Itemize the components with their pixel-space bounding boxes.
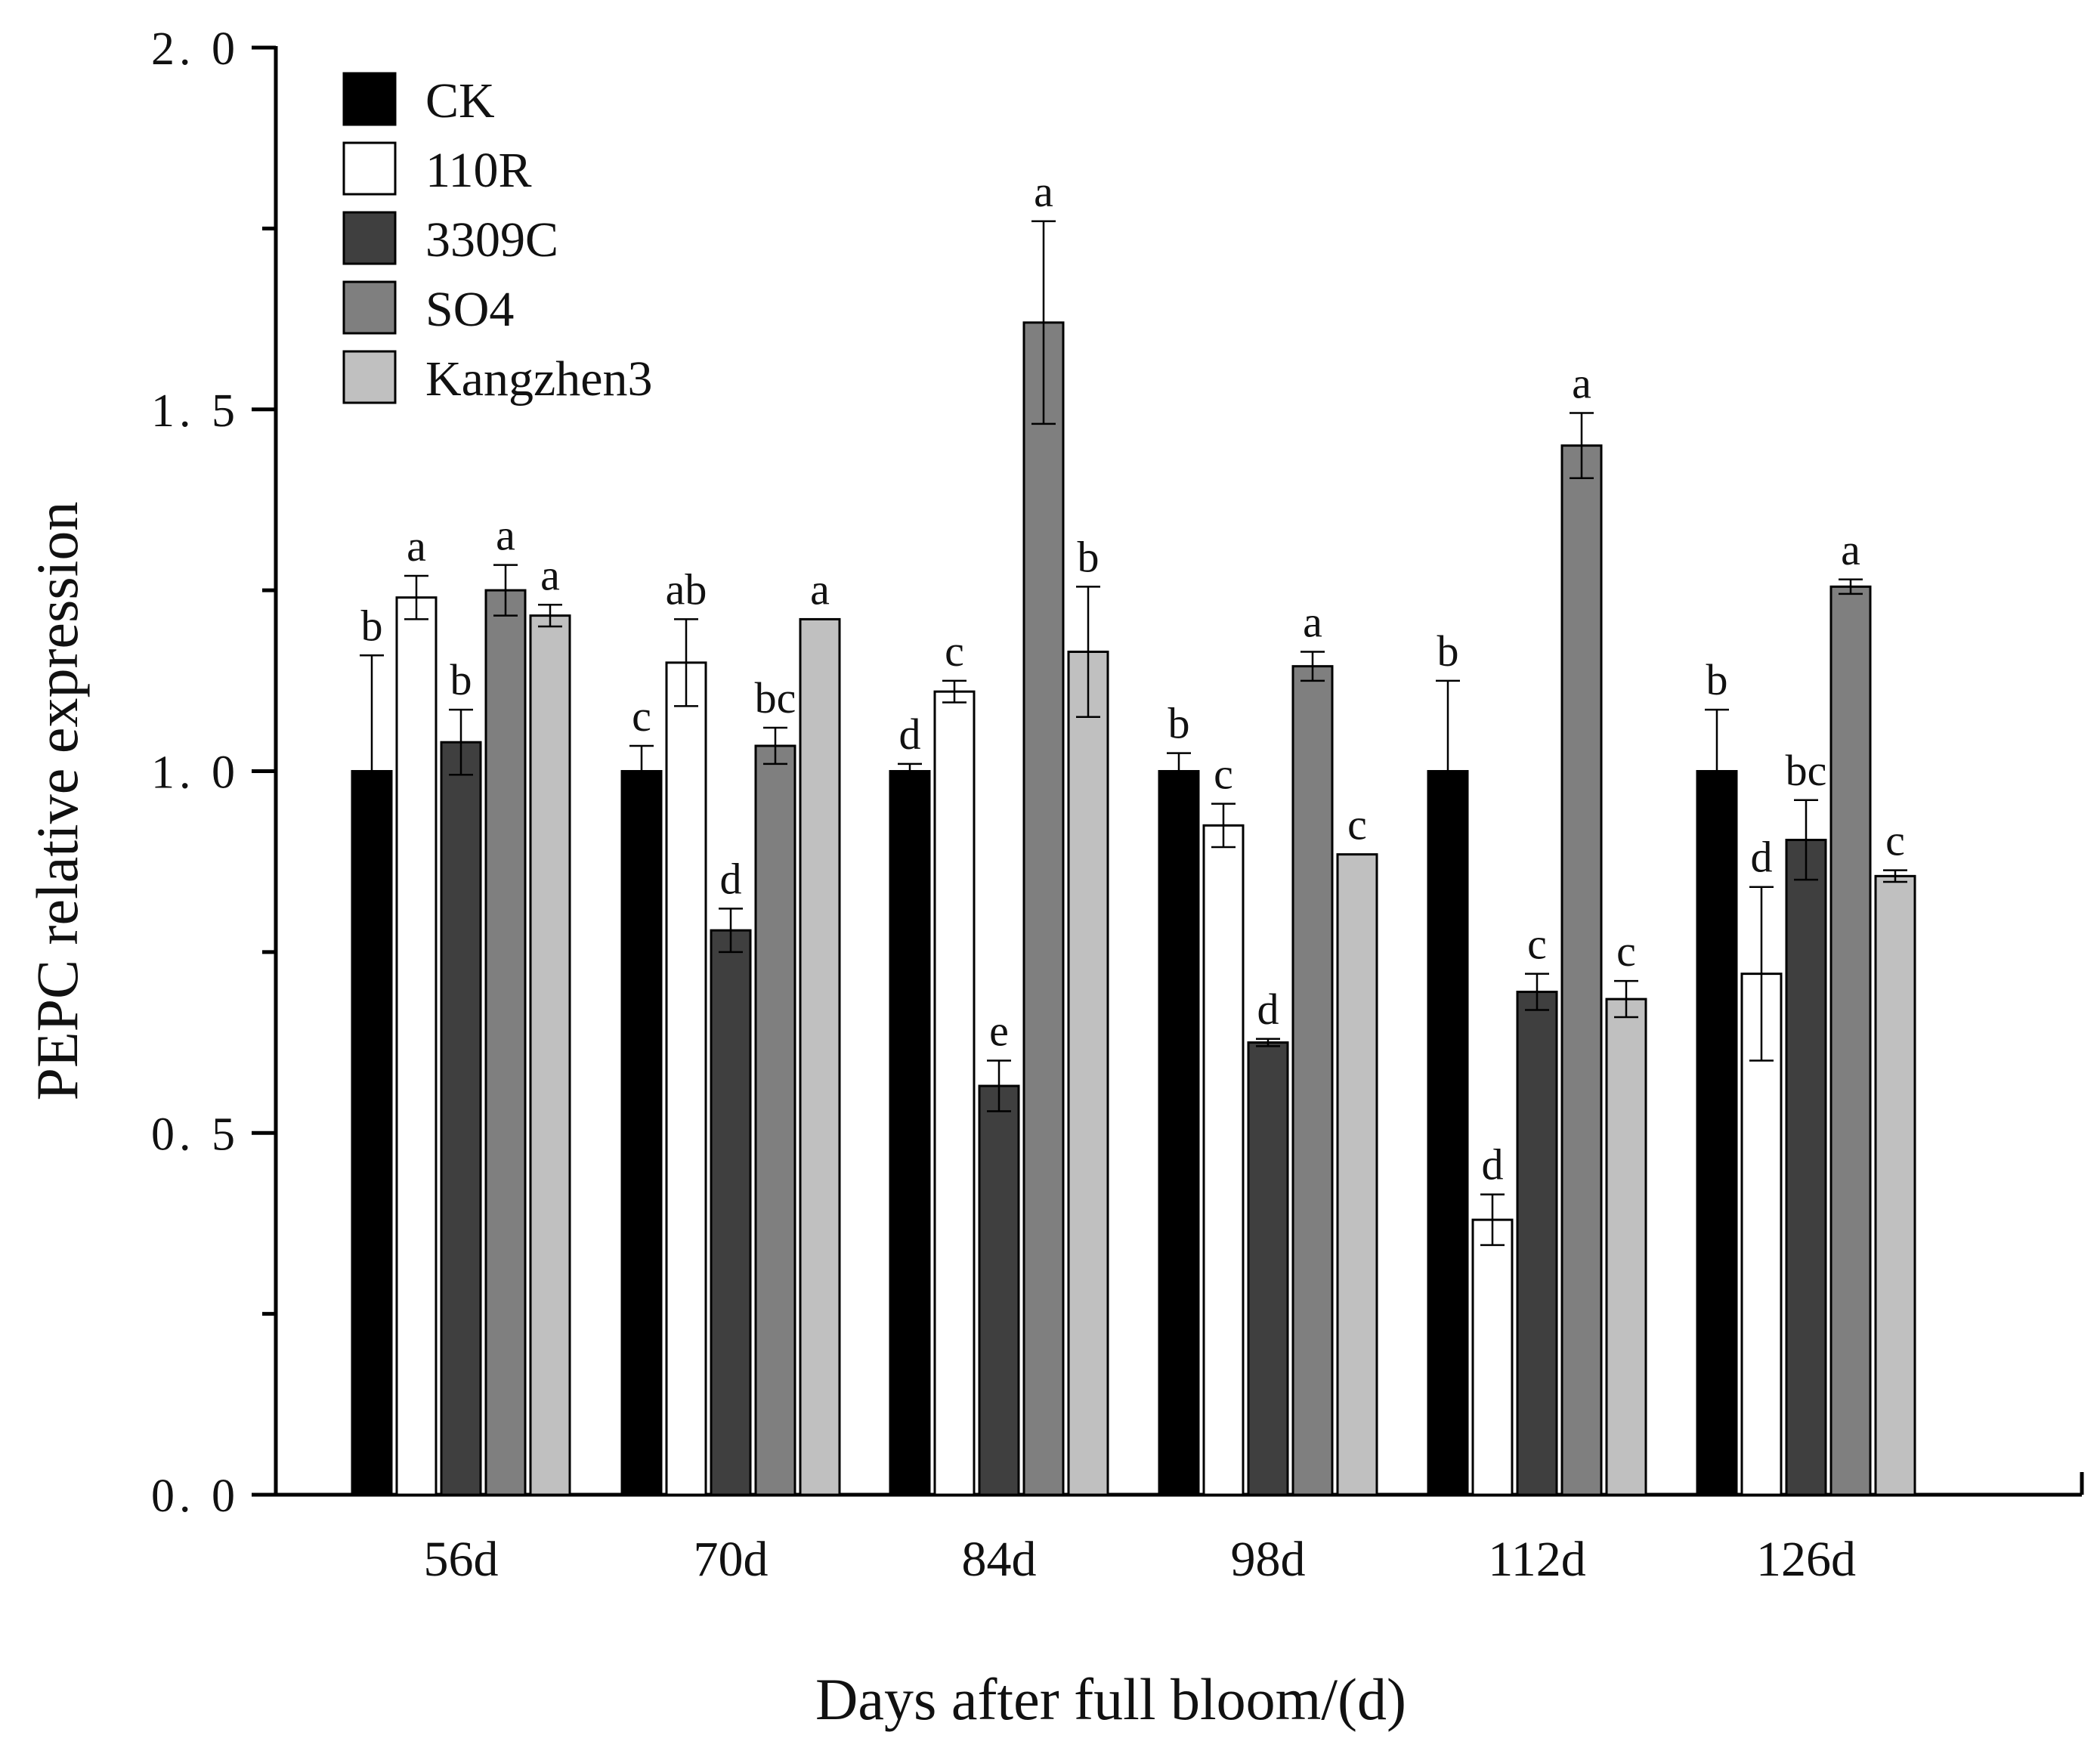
- x-tick-label: 112d: [1488, 1532, 1586, 1587]
- significance-label: c: [1347, 800, 1367, 849]
- significance-label: d: [720, 854, 742, 903]
- significance-label: b: [1437, 626, 1459, 676]
- y-tick-label: 1. 5: [151, 385, 240, 437]
- significance-label: a: [1841, 525, 1860, 574]
- significance-label: d: [1482, 1140, 1504, 1189]
- significance-label: c: [1885, 816, 1905, 865]
- bar-ck-126d: [1696, 770, 1738, 1496]
- significance-label: c: [1527, 920, 1547, 969]
- x-axis-title: Days after full bloom/(d): [815, 1666, 1406, 1732]
- significance-label: bc: [755, 673, 796, 722]
- significance-label: b: [1168, 699, 1190, 748]
- y-axis-title: PEPC relative expression: [24, 502, 90, 1101]
- bar-ck-84d: [889, 770, 931, 1496]
- significance-label: d: [899, 710, 921, 759]
- y-tick-label: 0. 0: [151, 1471, 240, 1522]
- y-tick-label: 0. 5: [151, 1109, 240, 1160]
- significance-label: b: [361, 601, 383, 650]
- bar-3309c-98d: [1247, 1041, 1289, 1496]
- bar-110r-112d: [1471, 1218, 1514, 1496]
- significance-label: ab: [666, 564, 707, 614]
- significance-label: bc: [1786, 746, 1827, 795]
- significance-label: a: [1303, 598, 1322, 647]
- legend-label-kangzhen3: Kangzhen3: [425, 351, 653, 407]
- significance-label: c: [1616, 926, 1636, 976]
- x-tick-label: 98d: [1231, 1532, 1306, 1587]
- x-tick-label: 126d: [1756, 1532, 1856, 1587]
- bar-kangzhen3-70d: [799, 617, 841, 1496]
- significance-label: b: [1706, 655, 1728, 704]
- bar-so4-84d: [1022, 321, 1065, 1496]
- bar-3309c-84d: [978, 1084, 1020, 1496]
- x-tick-label: 84d: [962, 1532, 1037, 1587]
- x-tick-label: 56d: [424, 1532, 499, 1587]
- significance-label: a: [407, 521, 426, 571]
- bar-kangzhen3-56d: [529, 614, 571, 1496]
- legend-swatch-110r: [342, 141, 397, 196]
- bar-110r-70d: [665, 661, 707, 1496]
- significance-label: a: [1034, 167, 1053, 216]
- bar-so4-112d: [1560, 444, 1603, 1496]
- significance-label: c: [945, 626, 964, 676]
- bar-3309c-56d: [440, 741, 482, 1496]
- legend-label-ck: CK: [425, 73, 495, 128]
- y-tick-label: 1. 0: [151, 747, 240, 799]
- legend-label-3309c: 3309C: [425, 212, 558, 268]
- legend-label-110r: 110R: [425, 143, 532, 198]
- significance-label: a: [1572, 359, 1591, 408]
- bar-ck-56d: [351, 770, 393, 1496]
- bar-kangzhen3-112d: [1605, 997, 1647, 1496]
- bar-3309c-112d: [1516, 991, 1558, 1496]
- bar-so4-70d: [754, 744, 796, 1496]
- bar-3309c-70d: [710, 929, 752, 1496]
- bar-kangzhen3-98d: [1336, 853, 1378, 1496]
- significance-label: a: [496, 511, 515, 560]
- legend-swatch-ck: [342, 72, 397, 126]
- significance-label: d: [1257, 985, 1279, 1034]
- bar-ck-98d: [1158, 770, 1200, 1496]
- bar-ck-70d: [620, 770, 663, 1496]
- bar-kangzhen3-84d: [1067, 651, 1109, 1496]
- significance-label: c: [1214, 750, 1233, 799]
- significance-label: c: [632, 691, 651, 741]
- significance-label: a: [540, 550, 560, 599]
- legend-swatch-3309c: [342, 211, 397, 265]
- bar-110r-98d: [1202, 824, 1245, 1496]
- bar-110r-84d: [933, 690, 976, 1496]
- x-tick-label: 70d: [694, 1532, 769, 1587]
- bar-3309c-126d: [1785, 838, 1827, 1496]
- significance-label: b: [1078, 532, 1099, 581]
- bar-ck-112d: [1427, 770, 1469, 1496]
- significance-label: d: [1751, 833, 1773, 882]
- significance-label: a: [810, 564, 830, 614]
- bar-kangzhen3-126d: [1874, 874, 1916, 1496]
- bar-so4-56d: [484, 589, 527, 1496]
- legend-swatch-kangzhen3: [342, 350, 397, 404]
- bar-so4-98d: [1291, 665, 1334, 1496]
- significance-label: b: [450, 655, 472, 704]
- bar-110r-56d: [395, 596, 438, 1496]
- significance-label: e: [989, 1007, 1009, 1056]
- legend-label-so4: SO4: [425, 282, 514, 337]
- bar-so4-126d: [1829, 585, 1872, 1496]
- legend-swatch-so4: [342, 280, 397, 335]
- y-tick-label: 2. 0: [151, 23, 240, 75]
